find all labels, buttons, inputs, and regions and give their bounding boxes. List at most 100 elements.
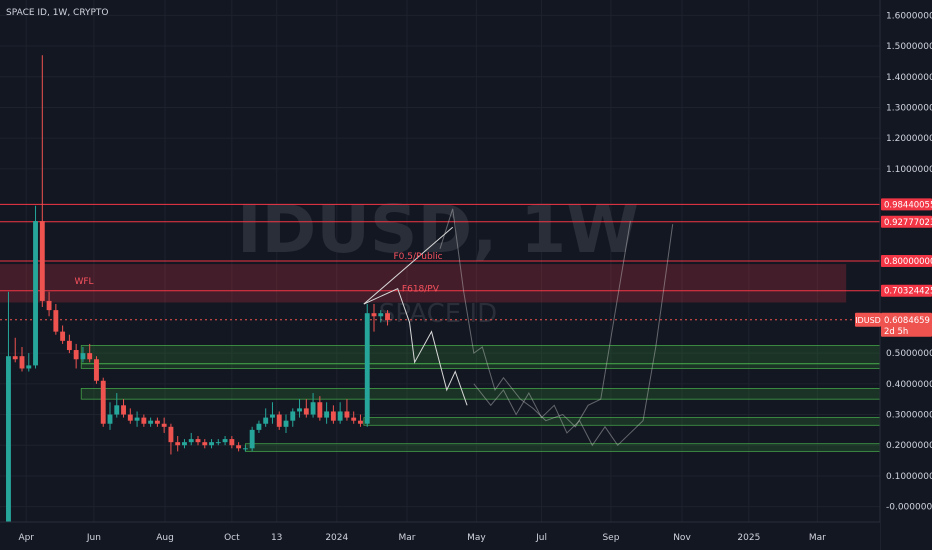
candle-body [209,442,214,446]
candle [351,411,357,424]
candle [209,439,214,449]
annotation-label: WFL [74,277,93,287]
candle-body [121,405,126,415]
candle [73,343,79,369]
candle-body [358,420,363,424]
candle [134,411,140,427]
y-tick-label: 1.300000000 [886,103,932,113]
candle-body [202,442,208,446]
x-tick-label: Aug [156,533,174,543]
candle [385,310,390,326]
price-badge-countdown: 2d 5h [884,327,908,337]
candle [182,439,187,449]
candle [263,408,269,427]
candle [364,303,370,427]
level-badge-label: 0.984400558 [884,200,932,210]
candle [87,343,93,363]
support-zone [363,417,881,426]
candle-body [188,439,194,443]
level-badge-label: 0.927770237 [884,218,932,228]
candle [290,408,296,427]
y-tick-label: 1.400000000 [886,73,932,83]
candle [195,436,201,446]
candle [283,414,289,433]
candle [107,402,113,430]
candle [12,337,18,363]
candle-body [6,356,11,526]
candle-body [229,439,235,446]
candle [6,291,11,526]
candle-body [154,420,160,424]
time-axis [0,522,880,550]
candle-body [161,423,167,427]
candle [94,356,99,384]
candle-body [276,414,282,427]
projection-path [473,224,674,447]
candle-body [283,420,289,427]
y-tick-label: 0.200000000 [886,441,932,451]
y-tick-label: 1.200000000 [886,134,932,144]
candle [330,405,336,424]
candle-body [80,353,86,360]
candle-body [94,359,99,381]
candle [358,414,363,427]
candle-body [195,439,201,443]
candle [127,408,133,424]
candle-body [134,417,140,421]
resistance-zone [0,264,847,303]
level-badge [881,215,932,228]
candle [236,442,242,452]
candle [39,55,45,308]
x-tick-label: Jul [535,533,547,543]
candle-body [100,380,106,424]
annotation-label: F618/PV [402,285,440,295]
candle [270,402,275,424]
candle [276,411,282,430]
projection-path [439,208,631,428]
candle-body [182,442,187,446]
candle [33,205,38,369]
candle [202,439,208,449]
x-tick-label: 13 [271,533,282,543]
level-badge-label: 0.703244253 [884,287,932,297]
level-badge [881,284,932,297]
y-tick-label: 1.600000000 [886,11,932,21]
level-badge [881,255,932,267]
candle-body [114,405,120,415]
candle [310,393,316,418]
candle-body [317,402,323,418]
candle-body [107,414,113,424]
candle-body [324,411,330,418]
candle [141,414,147,427]
candle [256,420,262,433]
candle-body [364,313,370,424]
support-zone [80,388,881,400]
y-tick-label: 0.400000000 [886,380,932,390]
candle [80,346,86,363]
level-badge-label: 0.800000000 [884,257,932,267]
candle-body [73,350,79,360]
candle-body [236,445,242,449]
y-tick-label: 1.100000000 [886,165,932,175]
candle [161,417,167,433]
watermark-name: SPACE ID [379,299,497,329]
y-tick-label: 0.300000000 [886,411,932,421]
candle [66,334,72,354]
candle-body [297,408,302,412]
candle [344,399,350,421]
candle-body [148,420,154,424]
projection-path [363,287,468,406]
candle [242,445,248,452]
candle [168,423,174,455]
candle [371,303,377,332]
candle-body [141,417,147,424]
candle-body [53,310,59,332]
candle-body [249,429,255,449]
candle-body [26,365,32,369]
candle-body [215,442,221,444]
projection-path [363,226,454,305]
candle-body [385,313,390,320]
